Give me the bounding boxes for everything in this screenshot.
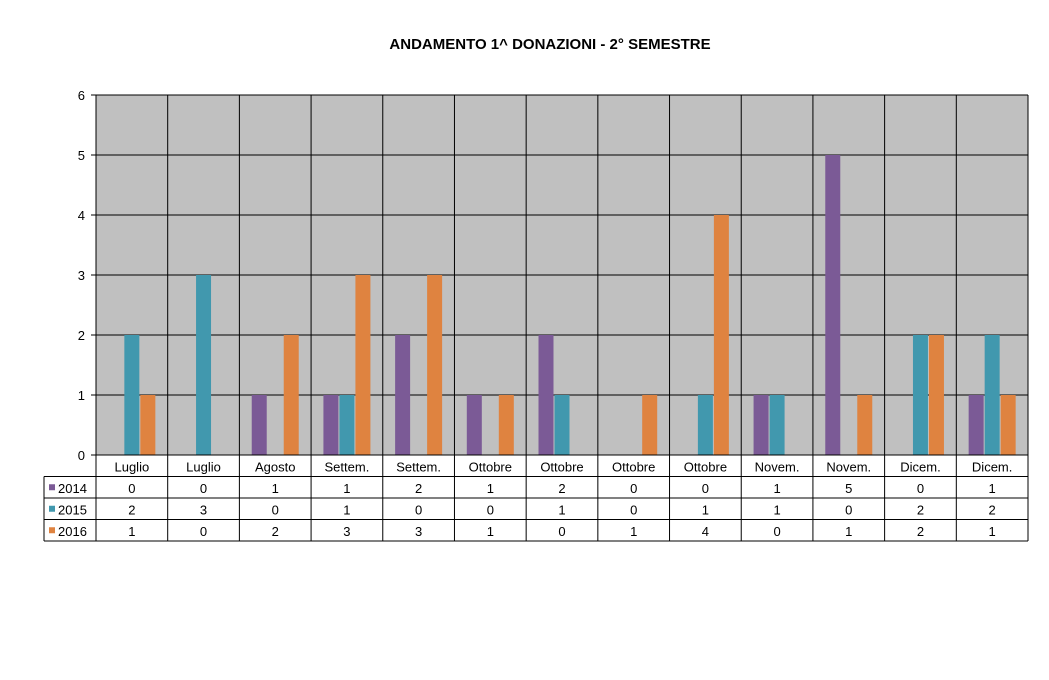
data-label: 1 [343, 503, 350, 518]
chart-title: ANDAMENTO 1^ DONAZIONI - 2° SEMESTRE [389, 36, 711, 53]
x-tick-label: Luglio [186, 460, 221, 475]
data-label: 0 [558, 524, 565, 539]
x-tick-label: Agosto [255, 460, 295, 475]
data-label: 0 [630, 481, 637, 496]
legend-swatch-2016 [49, 527, 55, 534]
data-label: 2 [917, 503, 924, 518]
bar-2014-2 [251, 395, 267, 455]
bar-2016-7 [642, 395, 658, 455]
data-label: 2 [917, 524, 924, 539]
data-label: 0 [917, 481, 924, 496]
x-tick-label: Ottobre [684, 460, 727, 475]
bar-2015-11 [912, 335, 928, 455]
data-label: 3 [415, 524, 422, 539]
data-label: 1 [487, 524, 494, 539]
data-label: 1 [487, 481, 494, 496]
data-label: 3 [200, 503, 207, 518]
data-label: 1 [702, 503, 709, 518]
legend-entry-2014: 2014 [58, 481, 87, 496]
data-label: 1 [558, 503, 565, 518]
x-tick-label: Settem. [325, 460, 370, 475]
x-tick-label: Ottobre [540, 460, 583, 475]
bar-2016-4 [427, 275, 443, 455]
data-label: 0 [487, 503, 494, 518]
data-label: 2 [558, 481, 565, 496]
bar-2014-12 [968, 395, 984, 455]
data-label: 2 [272, 524, 279, 539]
data-label: 0 [773, 524, 780, 539]
bar-2016-2 [283, 335, 299, 455]
x-tick-label: Settem. [396, 460, 441, 475]
data-label: 4 [702, 524, 709, 539]
bar-2015-9 [769, 395, 785, 455]
bar-2016-12 [1000, 395, 1016, 455]
data-table: Luglio Luglio Agosto Settem. Settem. Ottobre O… [43, 454, 1029, 542]
y-tick-label: 5 [78, 148, 85, 163]
bar-2014-10 [825, 155, 841, 455]
bar-2015-0 [124, 335, 140, 455]
y-tick-label: 3 [78, 268, 85, 283]
legend-swatch-2015 [49, 505, 55, 512]
data-label: 1 [630, 524, 637, 539]
y-tick-label: 1 [78, 388, 85, 403]
bar-2015-1 [196, 275, 212, 455]
data-label: 2 [128, 503, 135, 518]
legend-entry-2015: 2015 [58, 503, 87, 518]
x-tick-label: Novem. [755, 460, 800, 475]
legend-entry-2016: 2016 [58, 524, 87, 539]
data-label: 0 [845, 503, 852, 518]
data-label: 2 [989, 503, 996, 518]
x-tick-label: Ottobre [469, 460, 512, 475]
bar-2014-4 [395, 335, 411, 455]
bar-2016-5 [498, 395, 514, 455]
x-tick-label: Dicem. [972, 460, 1012, 475]
bar-2014-5 [466, 395, 482, 455]
legend-swatch-2014 [49, 484, 55, 491]
y-tick-label: 0 [78, 448, 85, 463]
data-label: 0 [630, 503, 637, 518]
data-label: 3 [343, 524, 350, 539]
x-tick-label: Novem. [826, 460, 871, 475]
data-label: 0 [128, 481, 135, 496]
y-tick-label: 6 [78, 88, 85, 103]
bar-2015-12 [984, 335, 1000, 455]
data-label: 0 [415, 503, 422, 518]
x-tick-label: Dicem. [900, 460, 940, 475]
y-axis: 0 1 2 3 4 5 6 [78, 88, 97, 463]
data-label: 0 [200, 524, 207, 539]
bar-2014-9 [753, 395, 769, 455]
data-label: 2 [415, 481, 422, 496]
bar-2014-3 [323, 395, 339, 455]
y-tick-label: 2 [78, 328, 85, 343]
data-label: 0 [702, 481, 709, 496]
x-tick-label: Luglio [114, 460, 149, 475]
bar-2014-6 [538, 335, 554, 455]
data-label: 0 [200, 481, 207, 496]
data-label: 5 [845, 481, 852, 496]
bar-2015-6 [554, 395, 570, 455]
data-label: 1 [845, 524, 852, 539]
data-label: 1 [989, 481, 996, 496]
bar-2016-8 [713, 215, 729, 455]
data-label: 1 [343, 481, 350, 496]
y-tick-label: 4 [78, 208, 85, 223]
bar-2016-0 [140, 395, 156, 455]
data-label: 1 [128, 524, 135, 539]
bar-2016-11 [928, 335, 944, 455]
x-tick-label: Ottobre [612, 460, 655, 475]
bar-2015-8 [697, 395, 713, 455]
bar-2016-3 [355, 275, 371, 455]
data-label: 1 [773, 481, 780, 496]
data-label: 1 [989, 524, 996, 539]
data-label: 1 [773, 503, 780, 518]
bars [124, 155, 1016, 455]
bar-2015-3 [339, 395, 355, 455]
data-label: 0 [272, 503, 279, 518]
data-label: 1 [272, 481, 279, 496]
bar-2016-10 [857, 395, 873, 455]
